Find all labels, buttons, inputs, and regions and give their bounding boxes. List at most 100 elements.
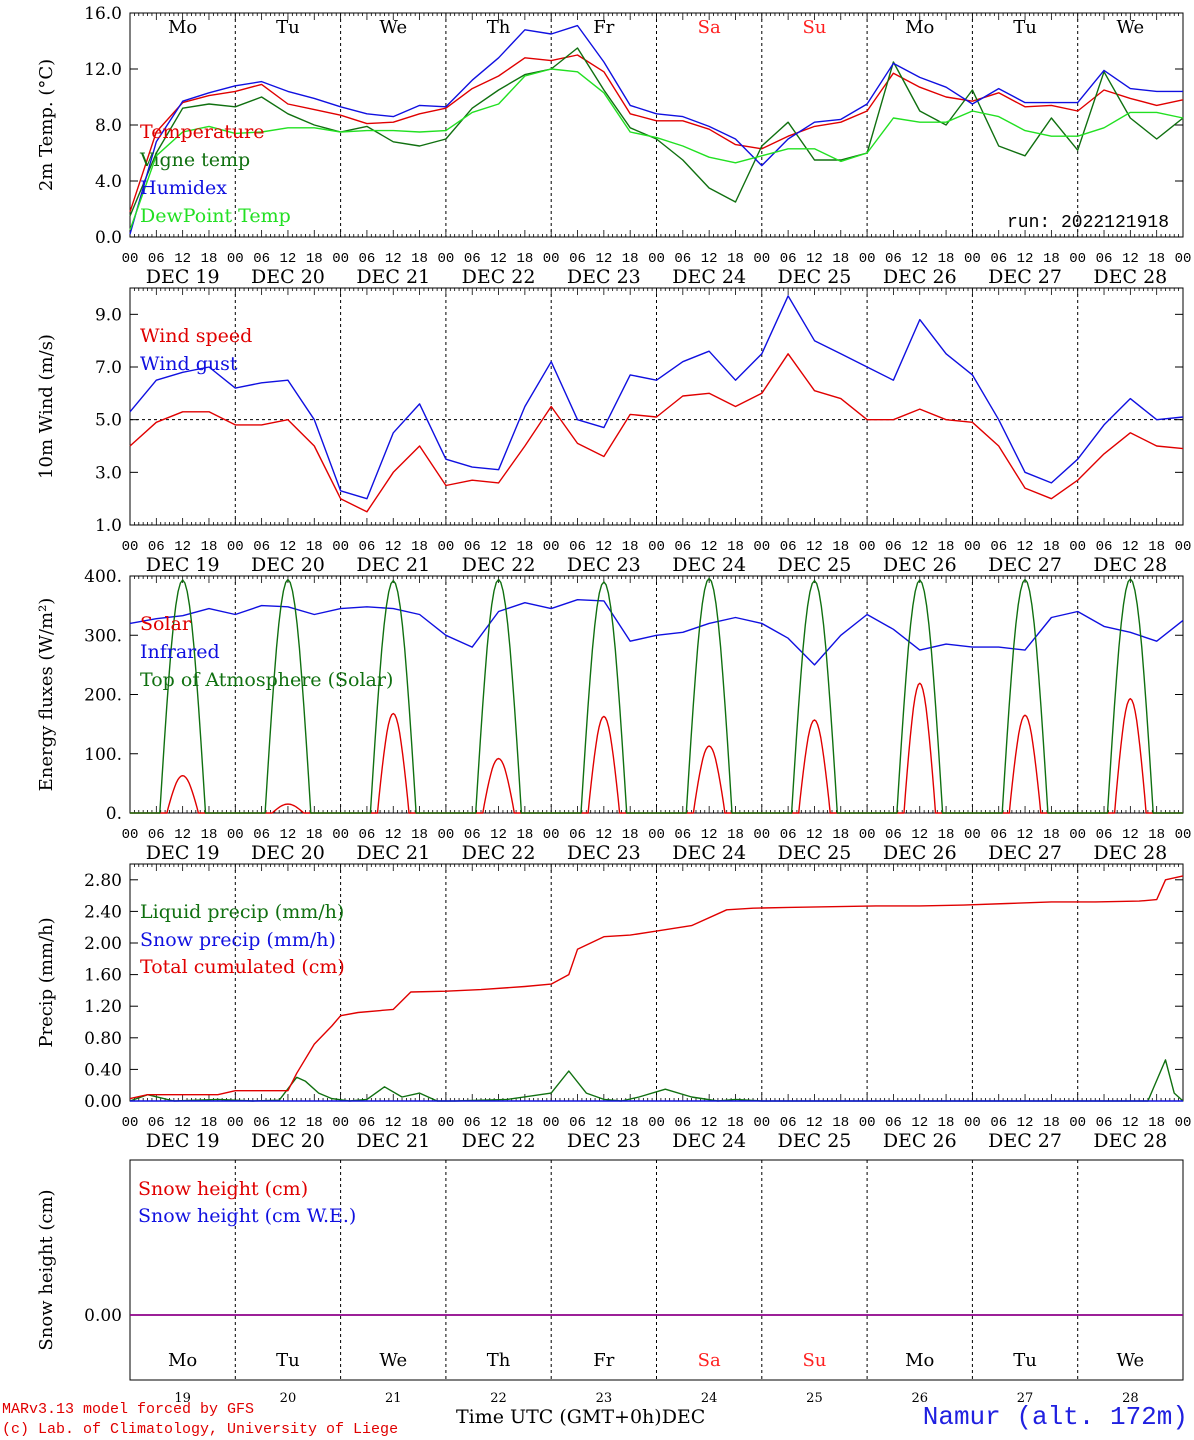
hour-label: 00 xyxy=(1175,1115,1192,1131)
hour-label: 12 xyxy=(1017,251,1034,267)
date-label: DEC 20 xyxy=(251,266,325,288)
date-label: DEC 24 xyxy=(672,554,746,576)
plot-frame xyxy=(129,287,1184,526)
y-tick-label: 400. xyxy=(84,567,122,587)
plot-frame xyxy=(129,575,1184,814)
hour-label: 12 xyxy=(701,827,718,843)
hour-label: 00 xyxy=(859,251,876,267)
hour-label: 00 xyxy=(437,539,454,555)
hour-label: 12 xyxy=(490,1115,507,1131)
hour-label: 18 xyxy=(727,539,744,555)
hour-label: 18 xyxy=(306,1115,323,1131)
weekday-label: Tu xyxy=(1013,17,1037,38)
weekday-label: Sa xyxy=(698,17,721,38)
legend-entry: Infrared xyxy=(140,641,220,663)
hour-label: 18 xyxy=(411,539,428,555)
hour-label: 18 xyxy=(832,827,849,843)
date-label: DEC 25 xyxy=(778,266,852,288)
y-tick-label: 0.00 xyxy=(84,1306,122,1326)
hour-label: 00 xyxy=(1069,827,1086,843)
date-label: DEC 26 xyxy=(883,842,957,864)
hour-label: 06 xyxy=(464,1115,481,1131)
series-line xyxy=(129,54,1184,213)
hour-label: 00 xyxy=(964,539,981,555)
hour-label: 12 xyxy=(490,539,507,555)
hour-label: 12 xyxy=(1122,827,1139,843)
y-tick-label: 2.40 xyxy=(84,902,122,922)
plot-frame xyxy=(129,12,1184,238)
date-label: DEC 22 xyxy=(462,554,536,576)
hour-label: 12 xyxy=(490,827,507,843)
hour-label: 12 xyxy=(280,1115,297,1131)
y-tick-label: 3.0 xyxy=(95,463,122,483)
y-tick-label: 5.0 xyxy=(95,411,122,431)
date-label: DEC 23 xyxy=(567,266,641,288)
hour-label: 12 xyxy=(701,539,718,555)
day-number-label: 27 xyxy=(1017,1391,1034,1406)
hour-label: 06 xyxy=(253,539,270,555)
date-label: DEC 22 xyxy=(462,266,536,288)
hour-label: 18 xyxy=(201,539,218,555)
hour-label: 12 xyxy=(806,1115,823,1131)
hour-label: 18 xyxy=(622,1115,639,1131)
hour-label: 18 xyxy=(1148,1115,1165,1131)
hour-label: 18 xyxy=(411,827,428,843)
legend-entry: Temperature xyxy=(140,121,264,143)
date-label: DEC 27 xyxy=(988,1130,1062,1152)
series-line xyxy=(129,353,1184,513)
hour-label: 00 xyxy=(753,827,770,843)
hour-label: 12 xyxy=(280,827,297,843)
hour-label: 06 xyxy=(359,251,376,267)
series-line xyxy=(129,875,1184,1100)
hour-label: 18 xyxy=(832,251,849,267)
weekday-label: Mo xyxy=(905,1350,934,1371)
y-tick-label: 0. xyxy=(106,804,122,824)
weekday-label: Mo xyxy=(168,17,197,38)
date-label: DEC 19 xyxy=(146,266,220,288)
weekday-label: Tu xyxy=(276,17,300,38)
hour-label: 18 xyxy=(832,1115,849,1131)
hour-label: 12 xyxy=(280,251,297,267)
hour-label: 00 xyxy=(122,827,139,843)
y-tick-label: 16.0 xyxy=(84,4,122,24)
date-label: DEC 27 xyxy=(988,554,1062,576)
hour-label: 06 xyxy=(148,1115,165,1131)
hour-label: 12 xyxy=(806,539,823,555)
panel-1 xyxy=(129,12,1184,238)
hour-label: 06 xyxy=(253,251,270,267)
y-tick-label: 1.20 xyxy=(84,997,122,1017)
hour-label: 00 xyxy=(122,1115,139,1131)
weekday-label: Tu xyxy=(276,1350,300,1371)
date-label: DEC 28 xyxy=(1093,1130,1167,1152)
series-line xyxy=(129,47,1184,217)
hour-label: 18 xyxy=(1043,251,1060,267)
hour-label: 06 xyxy=(674,539,691,555)
hour-label: 06 xyxy=(990,827,1007,843)
hour-label: 00 xyxy=(1175,539,1192,555)
hour-label: 00 xyxy=(859,827,876,843)
hour-label: 18 xyxy=(938,539,955,555)
hour-label: 06 xyxy=(780,827,797,843)
day-number-label: 19 xyxy=(174,1391,191,1406)
legend-entry: Snow precip (mm/h) xyxy=(140,929,336,951)
hour-label: 12 xyxy=(385,1115,402,1131)
hour-label: 06 xyxy=(359,1115,376,1131)
y-tick-label: 0.80 xyxy=(84,1029,122,1049)
date-label: DEC 24 xyxy=(672,266,746,288)
legend-entry: Solar xyxy=(140,613,192,635)
y-tick-label: 4.0 xyxy=(95,172,122,192)
hour-label: 06 xyxy=(569,827,586,843)
date-label: DEC 20 xyxy=(251,842,325,864)
hour-label: 06 xyxy=(990,539,1007,555)
hour-label: 18 xyxy=(411,251,428,267)
hour-label: 00 xyxy=(227,1115,244,1131)
hour-label: 18 xyxy=(201,1115,218,1131)
hour-label: 12 xyxy=(1017,827,1034,843)
date-label: DEC 28 xyxy=(1093,554,1167,576)
weekday-label: Fr xyxy=(593,17,614,38)
hour-label: 00 xyxy=(648,251,665,267)
date-label: DEC 22 xyxy=(462,1130,536,1152)
date-label: DEC 25 xyxy=(778,842,852,864)
hour-label: 00 xyxy=(437,1115,454,1131)
hour-label: 06 xyxy=(1096,827,1113,843)
